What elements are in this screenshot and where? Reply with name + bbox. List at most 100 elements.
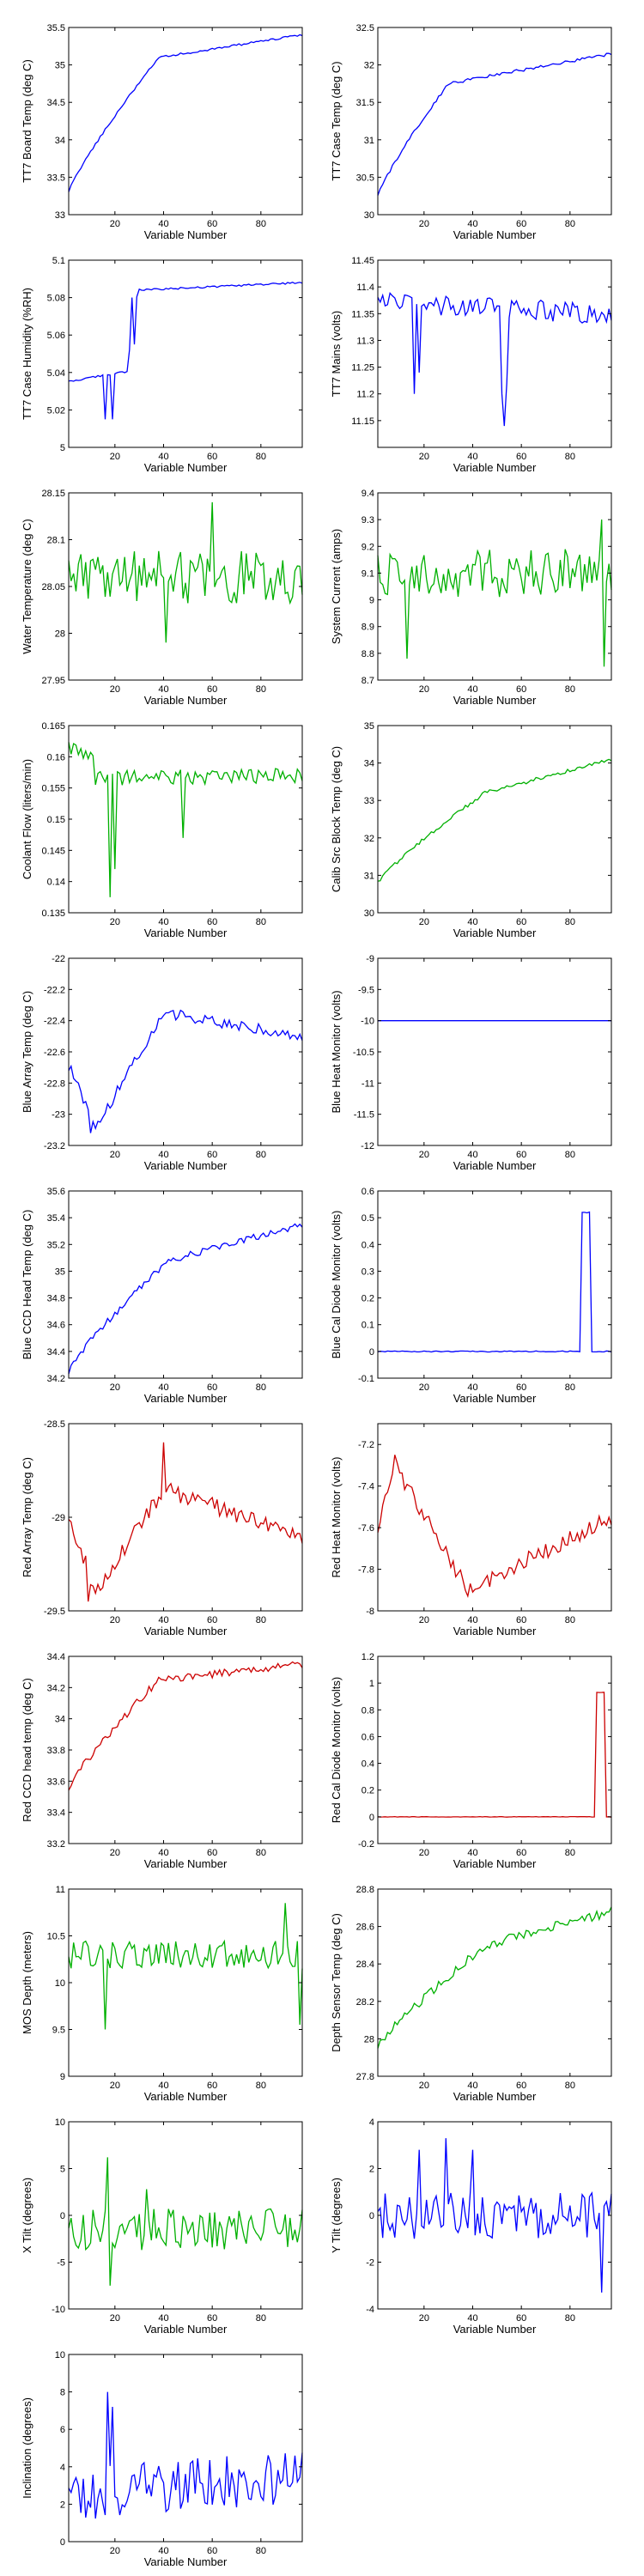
plot-frame [377, 492, 612, 681]
x-axis-label: Variable Number [453, 2323, 537, 2336]
y-tick-label: 4 [60, 2463, 65, 2473]
plot-frame [377, 1190, 612, 1379]
y-tick-label: -5 [57, 2258, 65, 2269]
chart-panel: 11.15 11.2 11.25 11.3 11.35 11.4 11.45 20 40 60 80… [330, 256, 612, 474]
series-line [68, 1009, 303, 1133]
x-tick-label: 40 [467, 452, 477, 462]
y-tick-label: 2 [60, 2500, 65, 2510]
series-line [68, 2391, 303, 2519]
y-tick-label: 28.4 [356, 1959, 374, 1970]
x-tick-label: 20 [110, 452, 120, 462]
x-axis-label: Variable Number [453, 1857, 537, 1870]
x-axis-label: Variable Number [453, 927, 537, 939]
x-tick-label: 40 [467, 1382, 477, 1393]
y-tick-label: 34.2 [47, 1374, 65, 1384]
y-tick-label: 0.15 [47, 815, 65, 825]
series-line [377, 292, 612, 427]
x-tick-label: 60 [207, 2546, 217, 2556]
y-axis-label: TT7 Case Humidity (%RH) [21, 288, 33, 420]
x-axis-label: Variable Number [144, 2555, 228, 2568]
x-axis-label: Variable Number [144, 2323, 228, 2336]
x-tick-label: 60 [516, 1848, 526, 1858]
chart-panel: 9 9.5 10 10.5 11 20 40 60 80 Variable Number MOS D… [21, 1885, 303, 2103]
x-axis-label: Variable Number [453, 461, 537, 474]
y-tick-label: 28 [364, 2034, 374, 2044]
series-line [68, 1442, 303, 1602]
y-axis-label: MOS Depth (meters) [21, 1931, 33, 2034]
x-tick-label: 40 [158, 684, 168, 695]
y-tick-label: 28 [55, 629, 65, 640]
series-line [377, 1906, 612, 2049]
plot-frame [68, 1190, 303, 1379]
x-tick-label: 60 [516, 2313, 526, 2324]
y-tick-label: -8 [366, 1607, 374, 1617]
x-tick-label: 80 [565, 219, 575, 229]
y-tick-label: 9.4 [361, 489, 374, 499]
y-tick-label: 9 [60, 2072, 65, 2082]
y-tick-label: -9.5 [358, 985, 374, 995]
series-line [377, 52, 612, 196]
y-tick-label: 0 [60, 2537, 65, 2548]
chart-panel: 5 5.02 5.04 5.06 5.08 5.1 20 40 60 80 Variable Num… [21, 256, 303, 474]
x-axis-label: Variable Number [144, 228, 228, 241]
x-tick-label: 20 [419, 917, 429, 927]
y-tick-label: -7.2 [358, 1440, 374, 1450]
y-tick-label: 35.5 [47, 23, 65, 33]
x-axis-label: Variable Number [144, 2090, 228, 2103]
y-tick-label: 27.8 [356, 2072, 374, 2082]
y-axis-label: TT7 Mains (volts) [330, 311, 343, 397]
x-tick-label: 40 [158, 1615, 168, 1625]
y-tick-label: 10 [55, 2350, 65, 2360]
x-tick-label: 60 [516, 684, 526, 695]
y-tick-label: -2 [366, 2258, 374, 2269]
y-tick-label: -23 [52, 1110, 65, 1121]
series-line [377, 1692, 612, 1818]
x-tick-label: 20 [110, 219, 120, 229]
y-tick-label: 0.1 [361, 1321, 374, 1331]
x-tick-label: 20 [110, 684, 120, 695]
x-tick-label: 80 [565, 684, 575, 695]
series-line [68, 501, 303, 643]
y-axis-label: TT7 Case Temp (deg C) [330, 61, 343, 180]
y-tick-label: -22.8 [44, 1078, 65, 1089]
x-tick-label: 20 [419, 1150, 429, 1160]
y-axis-label: Blue Heat Monitor (volts) [330, 990, 343, 1113]
x-tick-label: 60 [516, 1150, 526, 1160]
y-tick-label: 35.6 [47, 1187, 65, 1197]
y-tick-label: 10.5 [47, 1932, 65, 1942]
y-axis-label: TT7 Board Temp (deg C) [21, 59, 33, 183]
x-tick-label: 40 [158, 1382, 168, 1393]
y-tick-label: 35 [55, 1267, 65, 1277]
y-tick-label: 0.155 [41, 784, 65, 794]
y-tick-label: 28.05 [41, 582, 65, 592]
x-tick-label: 40 [467, 1615, 477, 1625]
chart-panel: 0.135 0.14 0.145 0.15 0.155 0.16 0.165 20 40 60 80… [21, 721, 303, 939]
y-tick-label: 34.4 [47, 1347, 65, 1358]
y-tick-label: 0 [369, 1347, 374, 1358]
plot-frame [377, 1888, 612, 2077]
y-axis-label: Blue Cal Diode Monitor (volts) [330, 1211, 343, 1359]
y-tick-label: 28.8 [356, 1885, 374, 1895]
x-tick-label: 40 [158, 2546, 168, 2556]
x-tick-label: 60 [516, 452, 526, 462]
x-tick-label: 20 [110, 1382, 120, 1393]
y-tick-label: 31 [364, 136, 374, 146]
x-tick-label: 40 [158, 917, 168, 927]
chart-panel: 33.2 33.4 33.6 33.8 34 34.2 34.4 20 40 60 80 Variab… [21, 1652, 303, 1870]
y-tick-label: 9 [369, 596, 374, 606]
x-axis-label: Variable Number [453, 2090, 537, 2103]
x-tick-label: 60 [207, 2081, 217, 2091]
y-tick-label: -22 [52, 954, 65, 964]
x-tick-label: 20 [110, 2081, 120, 2091]
x-tick-label: 40 [467, 219, 477, 229]
y-tick-label: -29.5 [44, 1607, 65, 1617]
y-tick-label: 4 [369, 2117, 374, 2128]
chart-panel: 0 2 4 6 8 10 20 40 60 80 Variable Number Inclinatio… [21, 2350, 303, 2568]
x-axis-label: Variable Number [144, 927, 228, 939]
y-tick-label: 33.2 [47, 1839, 65, 1850]
y-tick-label: 34 [364, 759, 374, 769]
x-tick-label: 40 [158, 219, 168, 229]
x-axis-label: Variable Number [144, 1857, 228, 1870]
y-tick-label: -11 [361, 1078, 374, 1089]
y-tick-label: -10 [361, 1017, 374, 1027]
